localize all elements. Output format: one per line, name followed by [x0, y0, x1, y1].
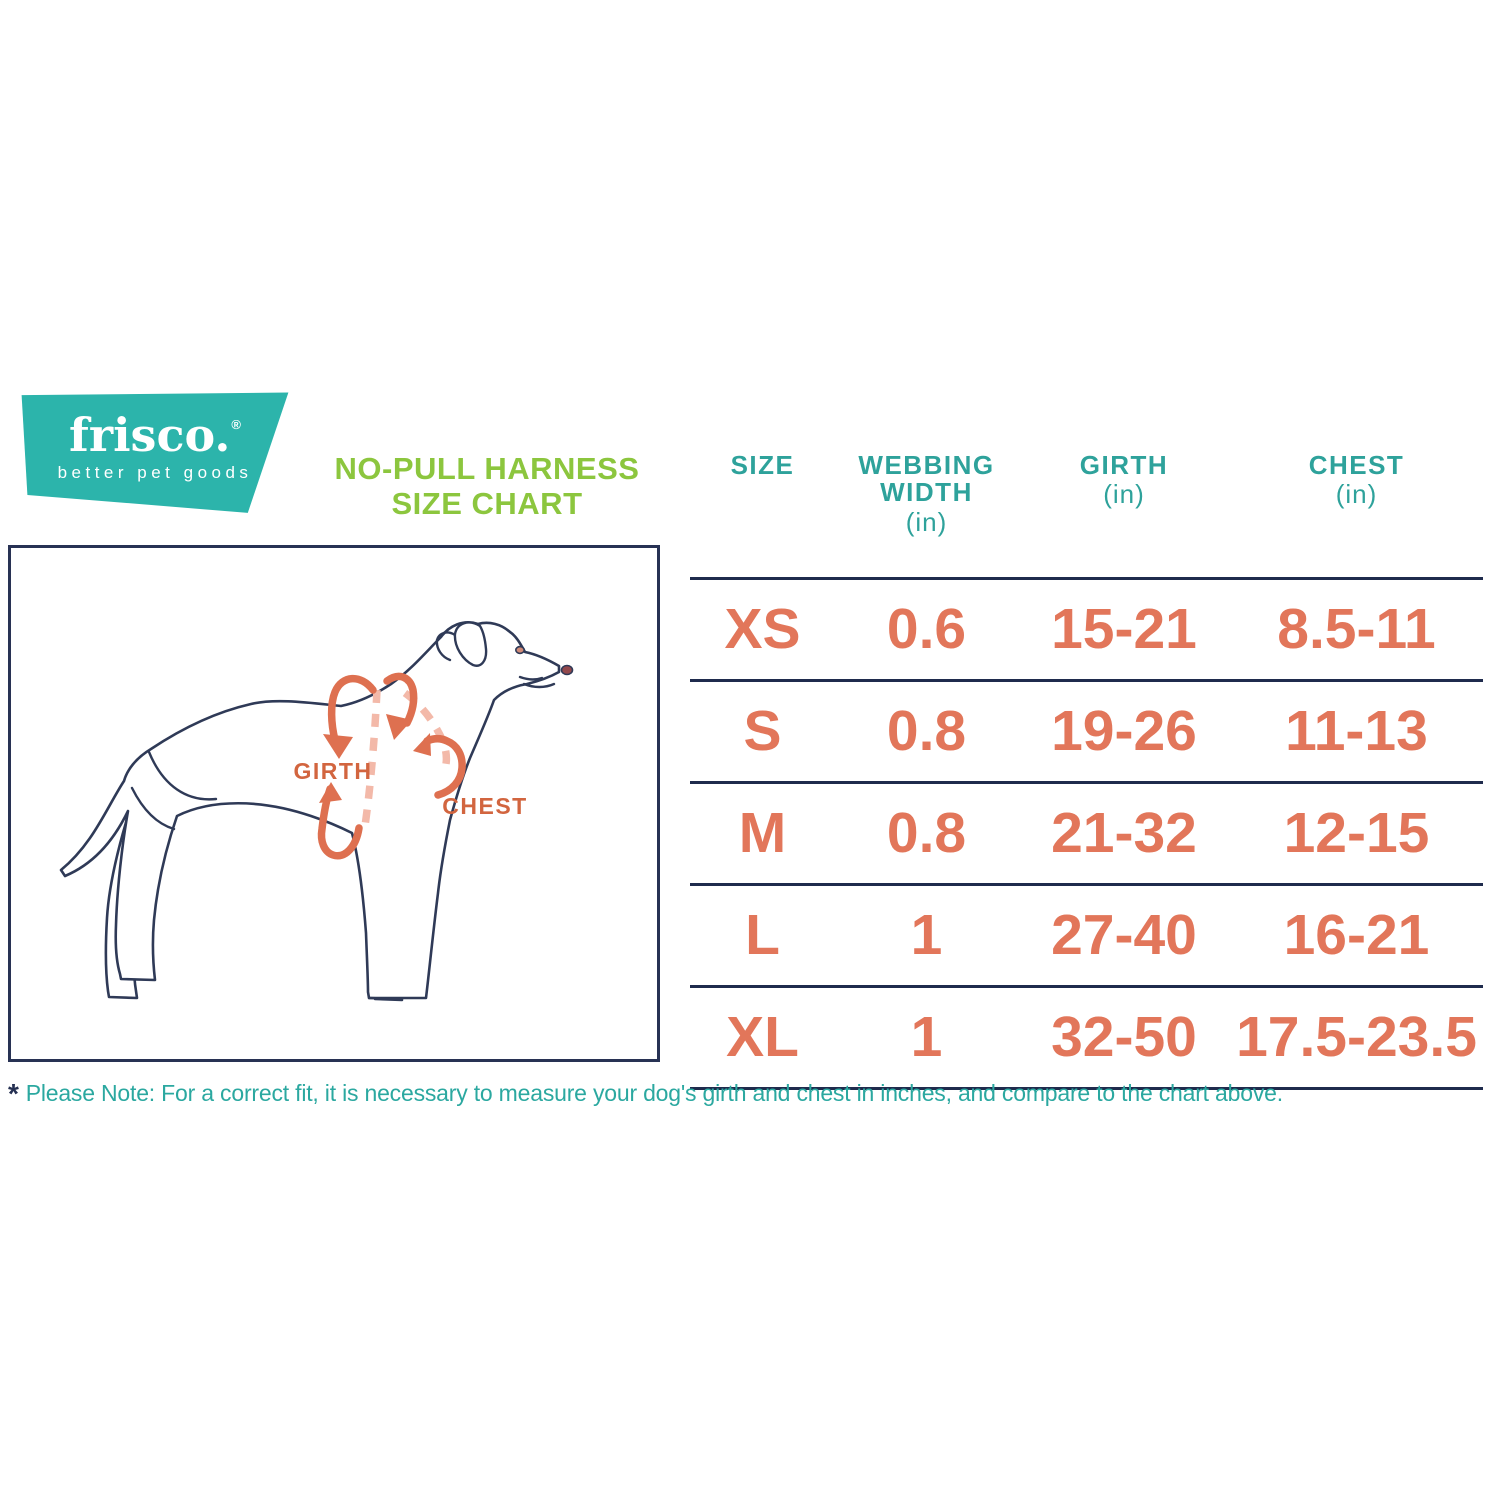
measurement-diagram: GIRTH CHEST — [8, 545, 660, 1062]
cell-chest: 16-21 — [1283, 903, 1430, 968]
column-header-webbing-width: WEBBING WIDTH (in) — [858, 450, 995, 537]
cell-webbing: 0.8 — [886, 699, 967, 764]
table-row-xs: XS 0.6 15-21 8.5-11 — [690, 580, 1483, 682]
brand-name-text: frisco. — [69, 407, 231, 462]
cell-chest: 12-15 — [1283, 801, 1430, 866]
dog-detail-lines — [130, 631, 556, 1001]
harness-strap-dashed — [361, 689, 451, 827]
cell-girth: 27-40 — [1051, 903, 1197, 968]
dog-ear — [453, 621, 488, 667]
dog-diagram-illustration: GIRTH CHEST — [59, 621, 574, 1002]
fit-note-text: Please Note: For a correct fit, it is ne… — [25, 1080, 1283, 1106]
size-table-body: XS 0.6 15-21 8.5-11 S 0.8 19-26 11-13 M … — [690, 576, 1483, 1090]
asterisk: * — [8, 1078, 19, 1109]
cell-girth: 15-21 — [1051, 597, 1197, 662]
cell-size: XL — [726, 1005, 799, 1070]
page-title-line2: SIZE CHART — [391, 486, 583, 522]
girth-arrow-icon — [317, 672, 418, 860]
cell-webbing: 0.6 — [886, 597, 967, 662]
size-table: SIZE WEBBING WIDTH (in) GIRTH (in) CHEST… — [690, 450, 1483, 1090]
brand-name: frisco.® — [69, 412, 241, 458]
girth-label: GIRTH — [293, 758, 372, 784]
column-header-size: SIZE — [730, 450, 795, 480]
cell-size: XS — [724, 597, 801, 662]
cell-girth: 19-26 — [1051, 699, 1197, 764]
column-header-chest: CHEST (in) — [1308, 450, 1405, 510]
size-table-header: SIZE WEBBING WIDTH (in) GIRTH (in) CHEST… — [690, 450, 1483, 537]
chest-arrow-icon — [413, 733, 466, 799]
table-row-m: M 0.8 21-32 12-15 — [690, 784, 1483, 886]
dog-eye — [514, 645, 525, 655]
column-header-girth: GIRTH (in) — [1079, 450, 1169, 510]
fit-note: * Please Note: For a correct fit, it is n… — [8, 1078, 1498, 1110]
dog-nose — [560, 664, 574, 676]
cell-webbing: 1 — [910, 1005, 943, 1070]
frisco-logo: frisco.® better pet goods — [21, 392, 289, 513]
registered-mark: ® — [231, 416, 241, 432]
cell-size: M — [738, 801, 787, 866]
cell-chest: 17.5-23.5 — [1236, 1005, 1477, 1070]
cell-webbing: 0.8 — [886, 801, 967, 866]
cell-webbing: 1 — [910, 903, 943, 968]
chest-label: CHEST — [442, 793, 527, 819]
brand-tagline: better pet goods — [57, 462, 253, 482]
cell-size: L — [745, 903, 780, 968]
cell-girth: 21-32 — [1051, 801, 1197, 866]
page-title: NO-PULL HARNESS SIZE CHART — [287, 451, 687, 521]
table-row-s: S 0.8 19-26 11-13 — [690, 682, 1483, 784]
table-row-l: L 1 27-40 16-21 — [690, 886, 1483, 988]
table-row-xl: XL 1 32-50 17.5-23.5 — [690, 988, 1483, 1090]
cell-girth: 32-50 — [1051, 1005, 1197, 1070]
page-title-line1: NO-PULL HARNESS — [334, 451, 640, 486]
cell-chest: 8.5-11 — [1277, 597, 1436, 662]
cell-size: S — [743, 699, 782, 764]
dog-body-outline — [59, 621, 561, 1000]
cell-chest: 11-13 — [1285, 699, 1428, 764]
